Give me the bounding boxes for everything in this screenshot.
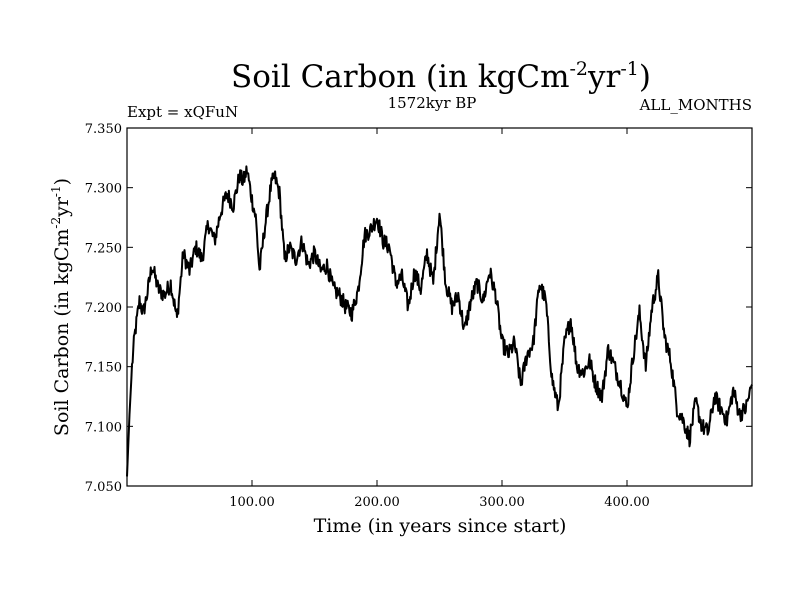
x-tick-label: 200.00 <box>354 495 400 510</box>
y-tick-label: 7.150 <box>85 361 122 376</box>
experiment-label: Expt = xQFuN <box>127 103 238 121</box>
period-label: 1572kyr BP <box>388 94 477 112</box>
months-label: ALL_MONTHS <box>639 96 752 114</box>
chart-title: Soil Carbon (in kgCm-2yr-1) <box>231 58 651 95</box>
y-axis-ticks: 7.050 7.100 7.150 7.200 7.250 7.300 7.350 <box>85 122 752 495</box>
x-tick-label: 100.00 <box>229 495 275 510</box>
x-tick-label: 300.00 <box>479 495 525 510</box>
x-axis-title: Time (in years since start) <box>314 515 567 537</box>
plot-frame <box>126 127 753 487</box>
y-tick-label: 7.200 <box>85 301 122 316</box>
y-tick-label: 7.350 <box>85 122 122 137</box>
y-tick-label: 7.100 <box>85 420 122 435</box>
y-tick-label: 7.050 <box>85 480 122 495</box>
x-axis-ticks: 100.00 200.00 300.00 400.00 <box>229 128 650 510</box>
soil-carbon-series-line <box>126 165 753 477</box>
x-tick-label: 400.00 <box>604 495 650 510</box>
y-axis-title: Soil Carbon (in kgCm-2yr-1) <box>49 178 73 436</box>
y-tick-label: 7.250 <box>85 241 122 256</box>
y-tick-label: 7.300 <box>85 182 122 197</box>
